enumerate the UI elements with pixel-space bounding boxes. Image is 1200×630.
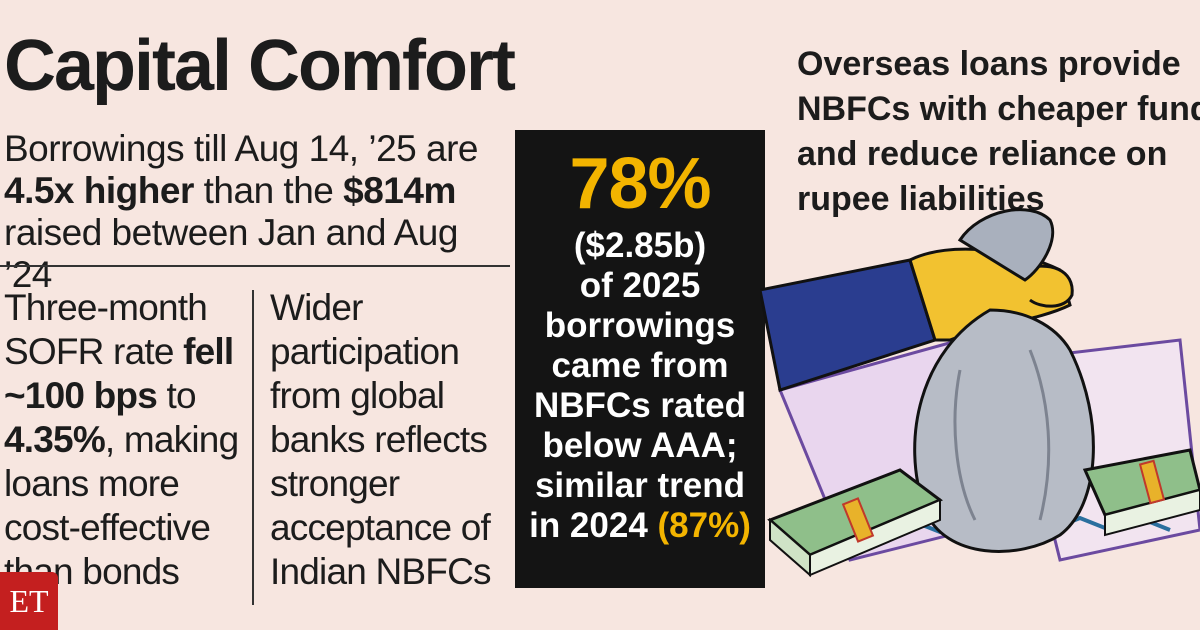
highlight-text: of 2025 borrowings came from NBFCs rated… bbox=[529, 266, 746, 545]
bag-fold bbox=[1028, 349, 1051, 521]
et-logo: ET bbox=[0, 572, 58, 630]
right-caption: Overseas loans provide NBFCs with cheape… bbox=[797, 42, 1200, 222]
sofr-rate-text: Three-month SOFR rate fell ~100 bps to 4… bbox=[4, 286, 244, 594]
money-bag-illustration bbox=[760, 208, 1200, 578]
intro-bold-amount: $814m bbox=[343, 170, 456, 211]
bag-fold bbox=[953, 369, 977, 521]
col1-part1: Three-month SOFR rate bbox=[4, 287, 208, 372]
intro-part2: than the bbox=[193, 170, 344, 211]
right-caption-line1: Overseas loans provide bbox=[797, 45, 1181, 83]
highlight-amount: ($2.85b) bbox=[573, 226, 707, 265]
right-caption-line2: NBFCs with cheaper funds bbox=[797, 90, 1200, 128]
col1-part3: , making loans more cost-effective than … bbox=[4, 419, 239, 592]
highlight-percent: 78% bbox=[569, 144, 711, 224]
col1-bold-fall: fell ~100 bps bbox=[4, 331, 234, 416]
horizontal-divider bbox=[0, 265, 510, 267]
highlight-box: 78% ($2.85b) of 2025 borrowings came fro… bbox=[515, 130, 765, 588]
highlight-body: ($2.85b) of 2025 borrowings came from NB… bbox=[515, 226, 765, 546]
intro-part3: raised between Jan and Aug ’24 bbox=[4, 212, 458, 295]
highlight-prev-pct: (87%) bbox=[657, 506, 751, 545]
bag-top-icon bbox=[957, 208, 1055, 282]
vertical-divider bbox=[252, 290, 254, 605]
thumb-icon bbox=[1019, 264, 1074, 308]
col1-part2: to bbox=[157, 375, 196, 416]
right-caption-line3: and reduce reliance on bbox=[797, 135, 1168, 173]
intro-text: Borrowings till Aug 14, ’25 are 4.5x hig… bbox=[4, 128, 509, 296]
cash-stack-icon bbox=[767, 468, 943, 578]
cash-stack-icon bbox=[1082, 448, 1200, 537]
col1-bold-rate: 4.35% bbox=[4, 419, 106, 460]
global-banks-text: Wider participation from global banks re… bbox=[270, 287, 492, 592]
page-title: Capital Comfort bbox=[4, 26, 516, 106]
intro-bold-multiplier: 4.5x higher bbox=[4, 170, 194, 211]
intro-part1: Borrowings till Aug 14, ’25 are bbox=[4, 128, 479, 169]
